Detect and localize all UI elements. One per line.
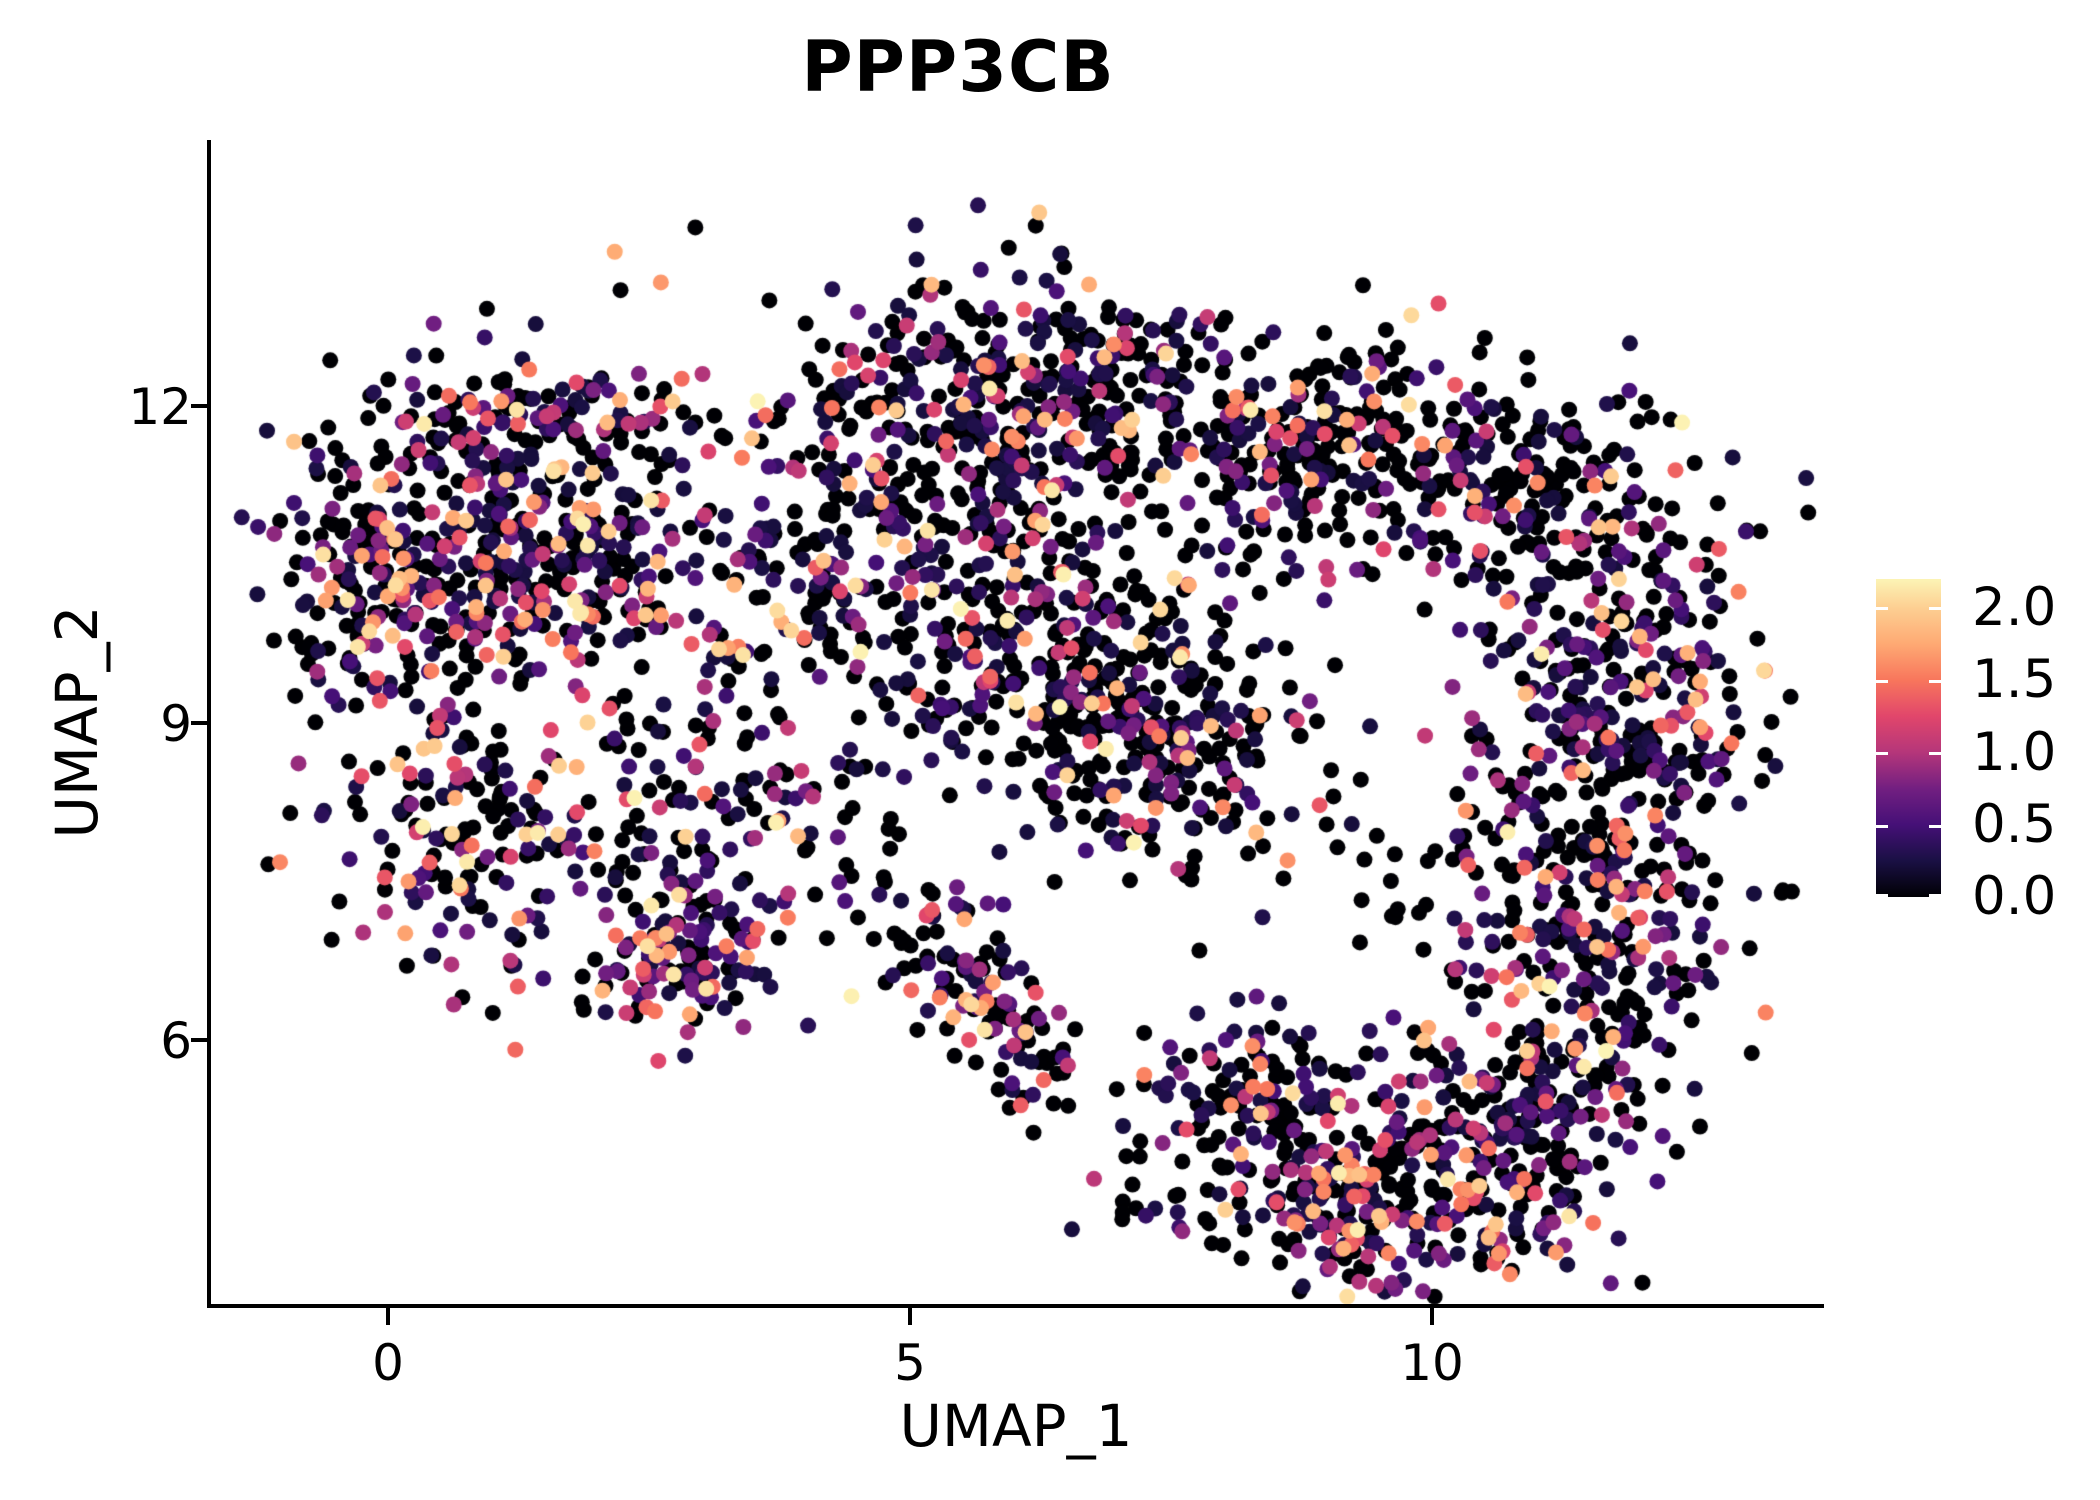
colorbar-label-2.0: 2.0 [1972,577,2057,638]
colorbar-tick-1.5 [1929,680,1941,683]
y-axis-line [207,140,211,1308]
colorbar-tick-1.5 [1876,680,1888,683]
y-tick-label-9: 9 [160,695,192,753]
colorbar-tick-0.5 [1876,825,1888,828]
x-tick-label-0: 0 [372,1334,404,1392]
colorbar-label-0.0: 0.0 [1972,866,2057,927]
x-axis-title: UMAP_1 [899,1392,1133,1460]
x-tick-mark-10 [1430,1308,1434,1325]
x-axis-line [207,1304,1824,1308]
y-tick-label-6: 6 [160,1012,192,1070]
x-tick-mark-0 [386,1308,390,1325]
y-axis-title: UMAP_2 [43,605,111,839]
colorbar-tick-0.5 [1929,825,1941,828]
colorbar-label-0.5: 0.5 [1972,794,2057,855]
y-tick-mark-9 [191,721,208,725]
x-tick-label-5: 5 [894,1334,926,1392]
colorbar-label-1.0: 1.0 [1972,722,2057,783]
colorbar-tick-0.0 [1929,894,1941,897]
colorbar-tick-2.0 [1929,607,1941,610]
x-tick-mark-5 [908,1308,912,1325]
y-tick-label-12: 12 [128,378,192,436]
colorbar-tick-2.0 [1876,607,1888,610]
colorbar-tick-1.0 [1929,752,1941,755]
colorbar-tick-1.0 [1876,752,1888,755]
colorbar-tick-0.0 [1876,894,1888,897]
colorbar-label-1.5: 1.5 [1972,649,2057,710]
x-tick-label-10: 10 [1400,1334,1464,1392]
y-tick-mark-12 [191,404,208,408]
expression-colorbar [1876,579,1941,897]
y-tick-mark-6 [191,1038,208,1042]
